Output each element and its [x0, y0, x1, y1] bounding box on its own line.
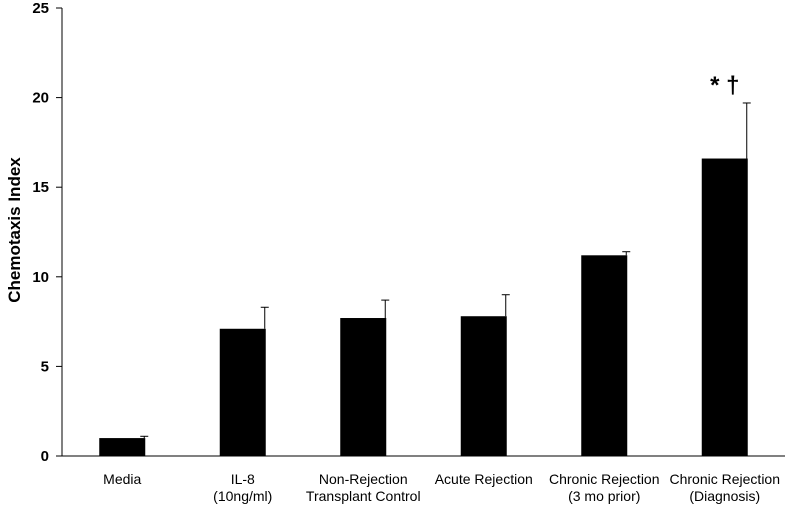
significance-marker: * † — [710, 72, 739, 99]
bar — [340, 318, 387, 456]
bar — [460, 316, 507, 456]
annotations: * † — [710, 72, 739, 99]
y-tick-label: 15 — [32, 179, 49, 196]
error-bars — [140, 102, 751, 439]
y-tick-label: 20 — [32, 90, 49, 107]
y-tick-label: 5 — [41, 358, 49, 375]
x-tick-label: Chronic Rejection — [549, 471, 660, 487]
y-axis-label: Chemotaxis Index — [5, 157, 24, 303]
y-ticks: 0 5 10 15 20 25 — [32, 0, 62, 465]
x-tick-label: Transplant Control — [306, 488, 421, 504]
bar — [581, 255, 628, 456]
y-tick-label: 0 — [41, 448, 49, 465]
y-tick-label: 25 — [32, 0, 49, 17]
bars — [99, 158, 748, 456]
x-tick-label: Chronic Rejection — [670, 471, 781, 487]
x-tick-label: Acute Rejection — [435, 471, 533, 487]
bar — [701, 158, 748, 456]
category-labels: Media IL-8(10ng/ml) Non-RejectionTransplan… — [103, 471, 780, 504]
x-tick-label: Media — [103, 471, 141, 487]
bar — [99, 438, 146, 456]
x-tick-label: Non-Rejection — [319, 471, 408, 487]
bar — [219, 328, 266, 456]
x-tick-label: (3 mo prior) — [568, 488, 640, 504]
y-tick-label: 10 — [32, 269, 49, 286]
x-tick-label: IL-8 — [231, 471, 255, 487]
x-tick-label: (10ng/ml) — [213, 488, 272, 504]
axes — [61, 8, 785, 457]
x-tick-label: (Diagnosis) — [689, 488, 760, 504]
